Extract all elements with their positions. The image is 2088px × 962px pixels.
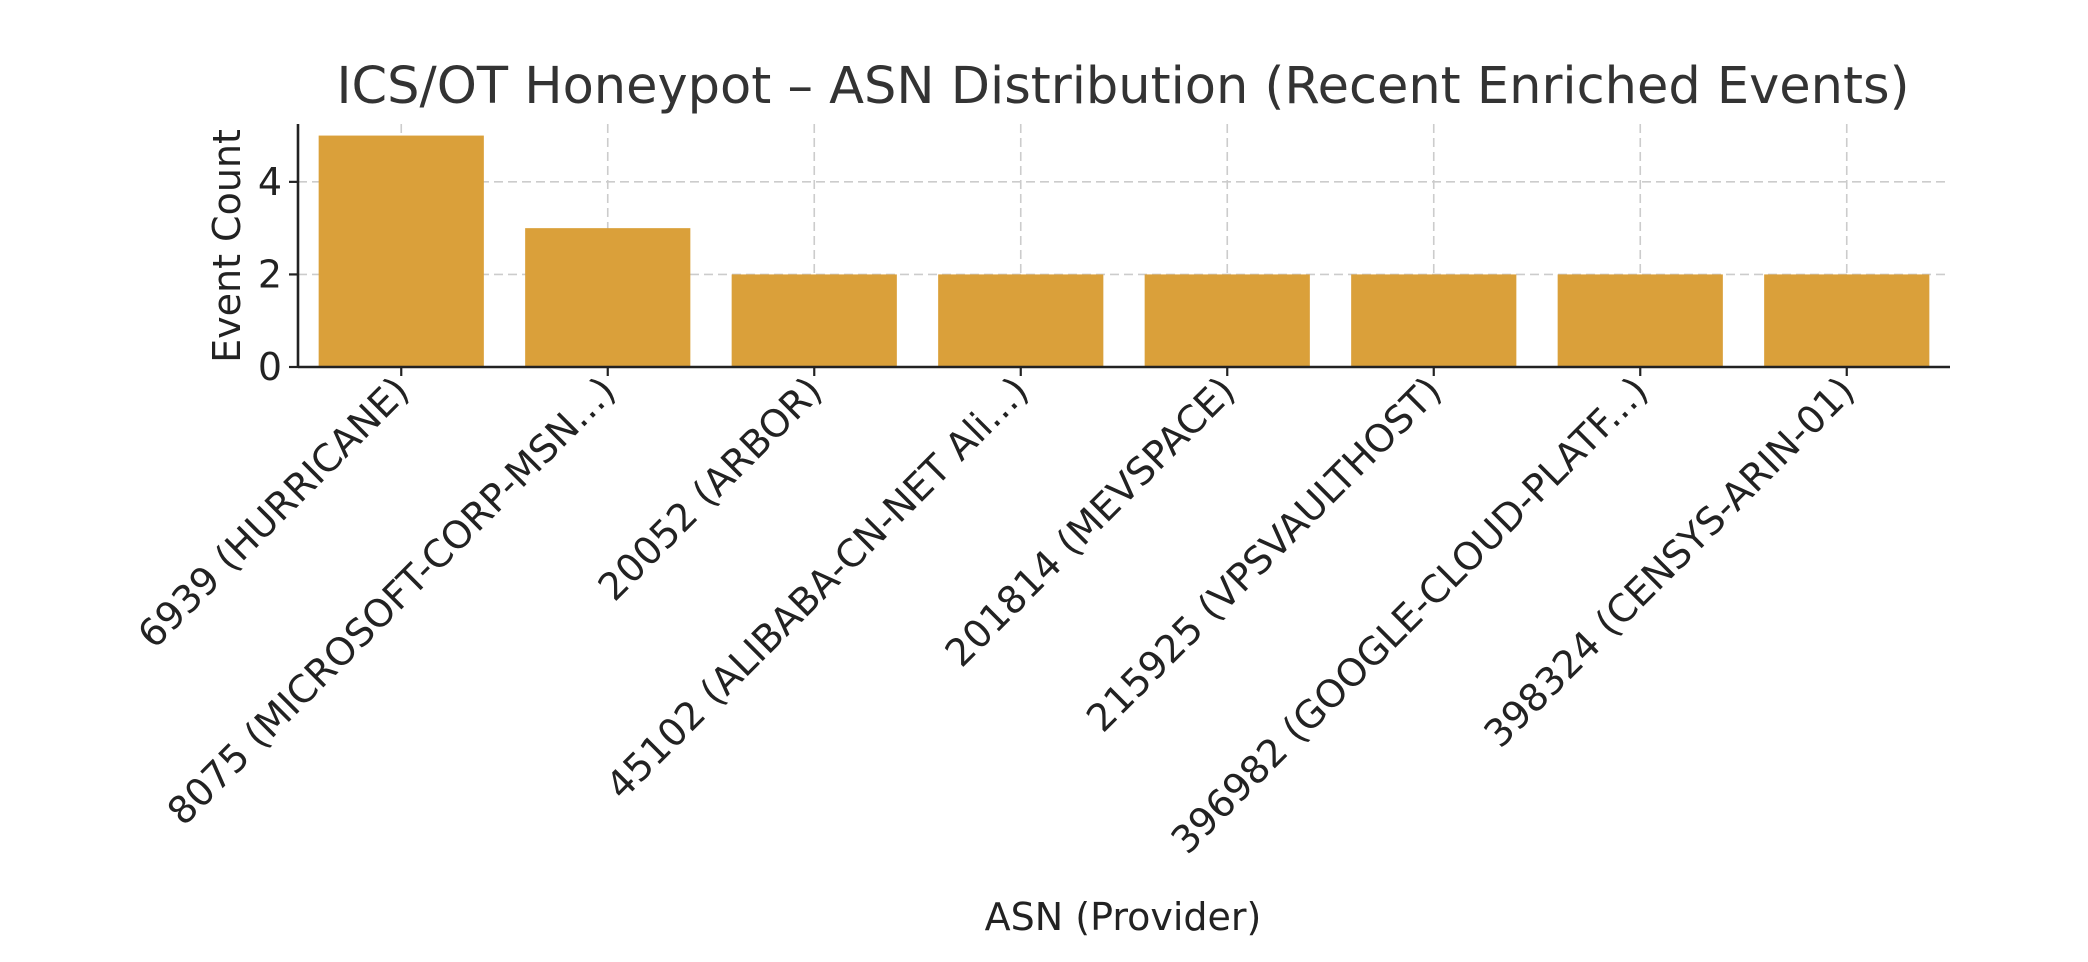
y-axis-label: Event Count — [205, 129, 249, 363]
bar — [1764, 274, 1930, 367]
x-tick-labels: 6939 (HURRICANE)8075 (MICROSOFT-CORP-MSN… — [129, 367, 1863, 862]
bar — [1144, 274, 1310, 367]
bar — [731, 274, 897, 367]
y-tick-label: 2 — [258, 252, 282, 296]
x-axis-label: ASN (Provider) — [985, 895, 1262, 939]
bar — [1351, 274, 1517, 367]
y-tick-label: 0 — [258, 345, 282, 389]
x-tick-label: 8075 (MICROSOFT-CORP-MSN...) — [159, 368, 624, 833]
bar — [318, 135, 484, 367]
x-tick-label: 398324 (CENSYS-ARIN-01) — [1475, 368, 1863, 756]
axes — [296, 124, 1950, 369]
bar — [938, 274, 1104, 367]
bar — [525, 228, 691, 367]
x-tick-label: 215925 (VPSVAULTHOST) — [1078, 368, 1450, 740]
x-tick-label: 396982 (GOOGLE-CLOUD-PLATF...) — [1163, 368, 1657, 862]
chart-title: ICS/OT Honeypot – ASN Distribution (Rece… — [337, 57, 1910, 116]
bars — [318, 135, 1930, 367]
y-tick-label: 4 — [258, 160, 282, 204]
x-tick-label: 45102 (ALIBABA-CN-NET Ali...) — [597, 368, 1037, 808]
x-tick-label: 20052 (ARBOR) — [590, 368, 831, 609]
bar — [1557, 274, 1723, 367]
y-tick-labels: 0 2 4 — [258, 160, 298, 389]
